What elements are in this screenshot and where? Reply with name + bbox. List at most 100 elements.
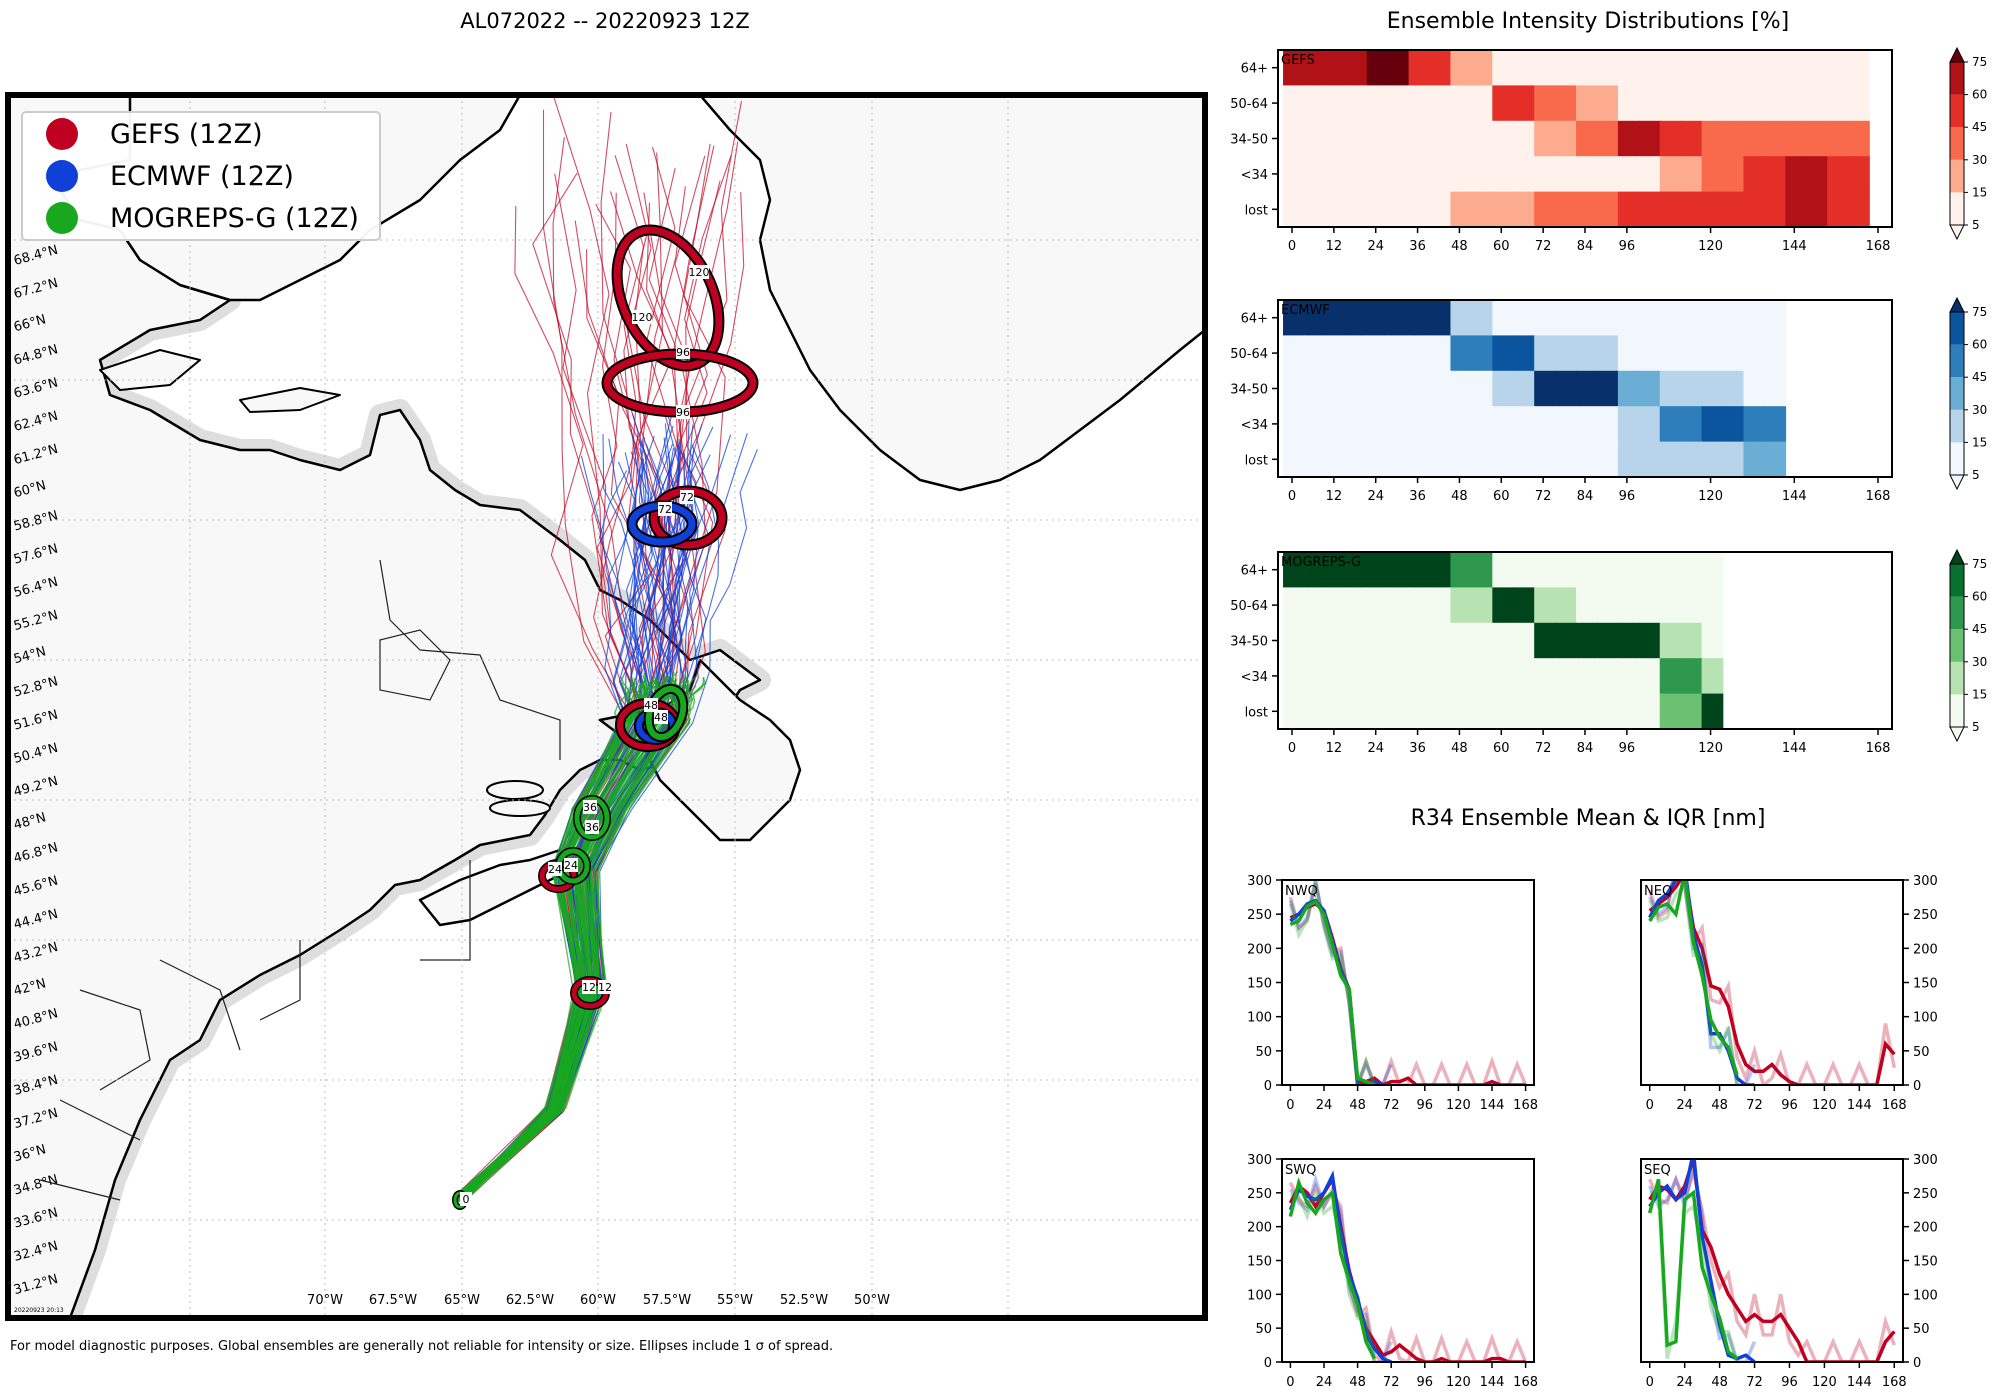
x-tick-label: 60 xyxy=(1493,741,1510,756)
colorbar-tick-label: 75 xyxy=(1972,557,1987,571)
x-tick-label: 168 xyxy=(1866,239,1891,254)
heatmap-cell xyxy=(1345,622,1368,659)
y-tick-label: 200 xyxy=(1913,1221,1938,1236)
x-tick-label: 144 xyxy=(1480,1098,1505,1113)
svg-text:72: 72 xyxy=(680,491,694,504)
heatmap-cell xyxy=(1576,85,1598,122)
heatmap-cell xyxy=(1345,406,1368,443)
svg-text:96: 96 xyxy=(676,406,690,419)
ellipse-label: 24 xyxy=(564,858,578,872)
longitude-labels: 70°W 67.5°W 65°W 62.5°W 60°W 57.5°W 55°W 52.5°W… xyxy=(307,1293,890,1308)
y-tick-label: <34 xyxy=(1241,168,1268,183)
heatmap-cell xyxy=(1617,156,1640,193)
heatmap-cell xyxy=(1701,693,1724,730)
heatmap-cell xyxy=(1827,50,1849,86)
heatmap-cell xyxy=(1387,120,1410,157)
heatmap-cell xyxy=(1722,406,1745,443)
ellipse-label: 48 xyxy=(644,698,658,712)
heatmap-cell xyxy=(1324,622,1347,659)
heatmap-cell xyxy=(1764,120,1787,157)
y-tick-label: 64+ xyxy=(1241,312,1268,327)
r34-panel-swq: SWQ 0 50 100 150 200 250 300 0 24 48 72 96 120 144 168 xyxy=(1247,1153,1538,1390)
svg-text:36: 36 xyxy=(583,801,597,814)
y-tick-label: 250 xyxy=(1913,1187,1938,1202)
heatmap-cell xyxy=(1283,693,1305,730)
heatmap-cell xyxy=(1513,622,1535,659)
series-mean-ecmwf xyxy=(1289,898,1392,1085)
heatmap-cell xyxy=(1366,191,1389,228)
heatmap-cell xyxy=(1492,587,1515,624)
heatmap-cell xyxy=(1283,552,1305,588)
heatmap-cell xyxy=(1555,50,1577,86)
heatmap-cell xyxy=(1596,156,1619,193)
heatmap-cell xyxy=(1283,191,1305,228)
heatmap-cell xyxy=(1387,587,1410,624)
heatmap-model-label: GEFS xyxy=(1281,53,1315,68)
heatmap-cell xyxy=(1324,120,1347,157)
heatmap-cell xyxy=(1450,441,1473,478)
heatmap-cell xyxy=(1576,370,1598,407)
heatmap-cell xyxy=(1680,693,1703,730)
colorbar-min-arrow xyxy=(1949,726,1965,743)
svg-text:12: 12 xyxy=(582,981,596,994)
heatmap-cell xyxy=(1534,622,1556,659)
legend-entry-gefs: GEFS (12Z) xyxy=(46,118,263,150)
heatmap-cell xyxy=(1576,300,1598,336)
y-tick-label: 50-64 xyxy=(1230,97,1268,112)
heatmap-cell xyxy=(1659,370,1682,407)
x-tick-label: 36 xyxy=(1409,239,1426,254)
colorbar-tick-label: 30 xyxy=(1972,403,1987,417)
y-tick-label: 200 xyxy=(1247,942,1272,957)
heatmap-cell xyxy=(1743,120,1766,157)
x-tick-label: 0 xyxy=(1286,1375,1294,1390)
heatmap-cell xyxy=(1617,191,1640,228)
heatmap-cell xyxy=(1429,552,1452,588)
heatmap-cell xyxy=(1617,693,1640,730)
heatmap-cell xyxy=(1513,552,1535,588)
heatmap-cell xyxy=(1638,370,1661,407)
heatmap-cell xyxy=(1408,191,1431,228)
series-mean-mogreps-g xyxy=(1648,880,1739,1076)
heatmap-cell xyxy=(1743,335,1766,372)
y-tick-label: 300 xyxy=(1247,874,1272,889)
heatmap-cell xyxy=(1492,191,1515,228)
heatmap-cell xyxy=(1743,441,1766,478)
legend-label-gefs: GEFS (12Z) xyxy=(110,119,263,150)
ellipse-label: 36 xyxy=(583,800,597,814)
heatmap-cell xyxy=(1638,85,1661,122)
x-tick-label: 72 xyxy=(1383,1098,1400,1113)
colorbar-segment xyxy=(1950,694,1964,727)
y-tick-label: 50-64 xyxy=(1230,347,1268,362)
r34-title: R34 Ensemble Mean & IQR [nm] xyxy=(1411,806,1766,831)
y-tick-label: 150 xyxy=(1247,977,1272,992)
colorbar-segment xyxy=(1950,159,1964,193)
colorbar-tick-label: 45 xyxy=(1972,370,1987,384)
x-tick-label: 96 xyxy=(1781,1375,1798,1390)
heatmap-cell xyxy=(1387,335,1410,372)
ellipse-label: 12 xyxy=(582,980,596,994)
heatmap-cell xyxy=(1345,191,1368,228)
heatmap-cell xyxy=(1617,552,1640,588)
heatmap-cell xyxy=(1638,693,1661,730)
heatmap-cell xyxy=(1555,622,1577,659)
colorbar-tick-label: 15 xyxy=(1972,435,1987,449)
heatmap-cell xyxy=(1283,587,1305,624)
x-tick-label: 96 xyxy=(1619,489,1636,504)
heatmap-cell xyxy=(1324,85,1347,122)
lon-tick-label: 60°W xyxy=(580,1293,616,1308)
legend-swatch-ecmwf xyxy=(46,160,78,192)
x-tick-label: 12 xyxy=(1326,489,1343,504)
greenland xyxy=(698,95,1205,492)
heatmap-cell xyxy=(1659,50,1682,86)
heatmap-cell xyxy=(1785,191,1808,228)
heatmap-cell xyxy=(1555,406,1577,443)
x-tick-label: 48 xyxy=(1451,741,1468,756)
heatmap-cell xyxy=(1659,120,1682,157)
heatmap-cell xyxy=(1785,50,1808,86)
heatmap-cell xyxy=(1387,191,1410,228)
x-tick-label: 120 xyxy=(1698,741,1723,756)
heatmap-cell xyxy=(1324,370,1347,407)
heatmap-cell xyxy=(1429,50,1452,86)
heatmap-cell xyxy=(1617,300,1640,336)
